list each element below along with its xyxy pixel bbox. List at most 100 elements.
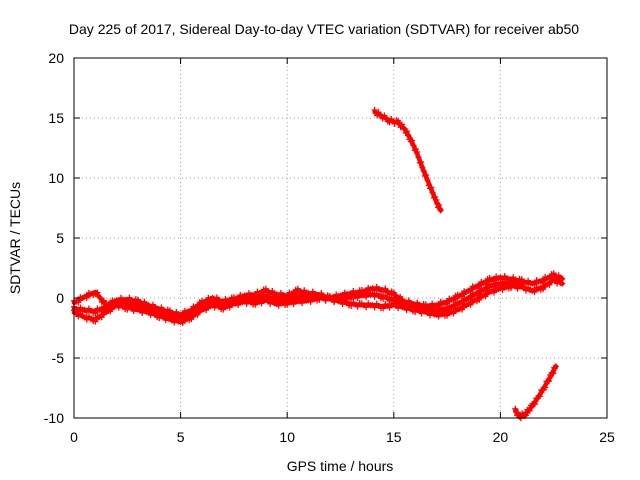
- data-point: [363, 304, 370, 311]
- data-point: [235, 299, 242, 306]
- data-point: [459, 300, 466, 307]
- data-point: [267, 296, 274, 303]
- data-point: [220, 303, 227, 309]
- data-point: [514, 283, 521, 290]
- data-point: [96, 294, 103, 301]
- data-point: [499, 282, 506, 289]
- data-point: [398, 121, 405, 128]
- data-point: [124, 301, 131, 308]
- data-point: [83, 294, 90, 301]
- data-point: [390, 289, 397, 296]
- data-point: [423, 172, 430, 179]
- data-point: [415, 154, 422, 161]
- data-point: [275, 298, 282, 305]
- data-point: [403, 304, 410, 311]
- data-point: [546, 281, 553, 288]
- data-point: [83, 316, 90, 323]
- data-points: [71, 107, 566, 422]
- data-point: [107, 304, 114, 311]
- data-point: [559, 275, 566, 282]
- y-tick-label: 15: [48, 110, 64, 126]
- data-point: [386, 304, 393, 311]
- data-point: [407, 138, 414, 145]
- data-point: [410, 142, 417, 149]
- data-point: [482, 287, 489, 294]
- data-point: [537, 393, 544, 400]
- data-point: [546, 276, 553, 283]
- data-point: [516, 413, 523, 420]
- data-point: [194, 308, 201, 315]
- data-point: [179, 315, 186, 322]
- data-point: [420, 167, 427, 174]
- data-point: [171, 314, 178, 321]
- data-point: [371, 107, 378, 113]
- axis-ticks: 0 5 10 15 20 25 -10 -5 0 5 10 15 20: [44, 50, 615, 445]
- data-point: [432, 193, 439, 200]
- data-point: [435, 202, 442, 209]
- data-point: [550, 370, 557, 377]
- data-point: [363, 294, 370, 301]
- data-point: [188, 312, 195, 319]
- data-point: [354, 303, 361, 310]
- data-point: [94, 289, 101, 296]
- data-point: [421, 172, 428, 179]
- data-point: [386, 291, 393, 298]
- data-point: [348, 295, 355, 302]
- data-point: [290, 296, 297, 303]
- y-tick-label: -10: [44, 410, 64, 426]
- x-tick-label: 10: [279, 429, 295, 445]
- y-tick-label: 20: [48, 50, 64, 66]
- gridlines: [74, 58, 607, 418]
- data-point: [435, 308, 442, 315]
- data-point: [526, 407, 533, 414]
- data-point: [83, 309, 90, 316]
- x-tick-label: 25: [599, 429, 615, 445]
- data-point: [419, 164, 426, 171]
- y-axis-label: SDTVAR / TECUs: [7, 182, 23, 294]
- y-tick-label: 10: [48, 170, 64, 186]
- series-lower-arc: [512, 363, 559, 422]
- data-point: [491, 284, 498, 291]
- data-point: [98, 314, 105, 321]
- data-point: [316, 295, 323, 302]
- data-point: [459, 306, 466, 313]
- data-point: [75, 308, 82, 315]
- data-point: [162, 312, 169, 319]
- data-point: [531, 289, 538, 296]
- data-point: [540, 286, 547, 293]
- data-point: [371, 293, 378, 300]
- data-point: [404, 128, 411, 135]
- series-upper-arc: [371, 107, 444, 214]
- data-point: [299, 295, 306, 302]
- data-point: [444, 307, 451, 314]
- x-axis-label: GPS time / hours: [287, 458, 394, 474]
- data-point: [531, 401, 538, 408]
- data-point: [243, 297, 250, 304]
- data-point: [115, 301, 122, 308]
- data-point: [427, 309, 434, 315]
- data-point: [450, 304, 457, 311]
- data-point: [522, 412, 529, 419]
- data-point: [531, 281, 538, 288]
- chart-title: Day 225 of 2017, Sidereal Day-to-day VTE…: [69, 21, 579, 37]
- data-point: [252, 297, 259, 303]
- data-point: [92, 310, 99, 317]
- y-tick-label: 5: [56, 230, 64, 246]
- data-point: [92, 318, 99, 325]
- data-point: [371, 304, 378, 311]
- x-tick-label: 15: [386, 429, 402, 445]
- data-point: [540, 279, 547, 285]
- data-point: [433, 197, 440, 203]
- data-point: [375, 109, 382, 116]
- data-point: [339, 296, 346, 303]
- data-point: [450, 310, 457, 317]
- data-point: [427, 185, 434, 192]
- x-tick-label: 20: [493, 429, 509, 445]
- data-point: [418, 159, 425, 166]
- data-point: [518, 279, 525, 286]
- data-point: [542, 384, 549, 391]
- data-point: [307, 295, 314, 302]
- data-point: [414, 149, 421, 155]
- data-point: [226, 301, 233, 308]
- data-point: [386, 297, 393, 304]
